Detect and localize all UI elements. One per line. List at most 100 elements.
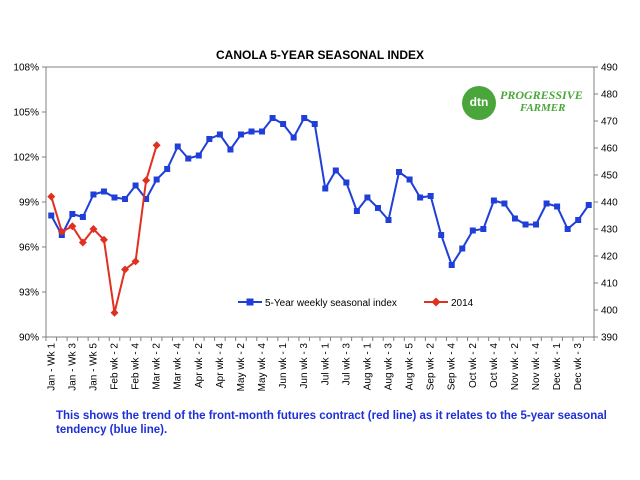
x-tick-label: Nov wk - 2 [510,343,521,391]
seasonal-index-point [111,194,118,201]
seasonal-index-point [564,226,571,232]
x-tick-label: Apr wk - 4 [215,343,226,388]
left-y-axis: 90% 93% 96% 99% 102% 105% 108% [13,63,46,344]
seasonal-index-point [343,179,350,186]
x-tick-label: Aug wk - 1 [362,343,373,391]
seasonal-index-point [554,203,561,210]
left-tick-label: 90% [19,333,39,344]
seasonal-index-point [164,166,171,172]
x-tick-label: Jun wk - 1 [278,343,289,389]
seasonal-index-point [396,169,403,175]
seasonal-index-point [448,262,455,268]
seasonal-index-point [332,167,339,174]
x-tick-label: Sep wk - 4 [447,343,458,391]
x-tick-label: Jul wk - 1 [320,343,331,386]
series-2014 [47,141,161,317]
series-2014-point [142,176,151,185]
seasonal-index-point [48,212,55,219]
series-2014-point [68,222,77,231]
seasonal-index-point [290,134,297,141]
seasonal-index-point [490,197,497,204]
x-tick-label: May wk - 2 [236,343,247,392]
chart-title: CANOLA 5-YEAR SEASONAL INDEX [216,48,424,62]
x-tick-label: May wk - 4 [257,343,268,392]
left-tick-label: 99% [19,198,39,209]
seasonal-index-point [206,136,213,142]
seasonal-index-point [459,245,466,252]
seasonal-index-point [543,200,550,207]
right-tick-label: 430 [601,225,618,236]
right-tick-label: 490 [601,63,618,74]
series-2014-point [121,265,130,274]
left-tick-label: 93% [19,288,39,299]
seasonal-index-point [480,226,487,232]
x-tick-label: Jan - Wk 5 [88,343,99,391]
right-tick-label: 480 [601,90,618,101]
seasonal-index-point [417,194,424,201]
series-2014-point [57,227,66,236]
seasonal-index-point [585,202,592,208]
seasonal-index-point [100,188,107,195]
seasonal-index-point [353,208,360,214]
seasonal-index-point [522,221,529,228]
seasonal-index-point [153,176,160,183]
seasonal-index-point [364,194,371,201]
x-tick-label: Aug wk - 3 [384,343,395,391]
dtn-badge-icon [462,86,496,120]
right-tick-label: 420 [601,252,618,263]
x-tick-label: Nov wk - 4 [531,343,542,391]
seasonal-index-point [237,131,244,138]
seasonal-index-point [227,146,234,153]
seasonal-index-point [90,191,97,198]
right-y-axis: 390 400 410 420 430 440 450 460 470 480 490 [594,63,618,344]
x-tick-label: Oct wk - 4 [489,343,500,388]
seasonal-index-point [216,131,223,138]
seasonal-index-point [533,221,540,228]
series-2014-point [110,308,119,317]
seasonal-index-point [122,196,129,202]
series-2014-point [131,257,140,266]
left-tick-label: 105% [13,108,39,119]
seasonal-index-point [469,227,476,234]
x-tick-label: Mar wk - 2 [152,343,163,390]
series-2014-point [152,141,161,150]
logo-text-line1: PROGRESSIVE [500,88,583,102]
seasonal-index-point [301,115,308,121]
seasonal-index-point [143,196,150,202]
seasonal-index-point [311,121,318,127]
series-2014-point [78,238,87,247]
series-2014-point [89,225,98,233]
seasonal-index-point [185,155,192,162]
legend-label-seasonal: 5-Year weekly seasonal index [265,298,397,309]
series-2014-point [47,192,56,201]
seasonal-index-point [385,217,392,223]
x-tick-label: Feb wk - 4 [131,343,142,390]
x-tick-label: Mar wk - 4 [173,343,184,390]
legend-marker-seasonal [246,298,254,306]
right-tick-label: 470 [601,117,618,128]
seasonal-index-point [406,176,413,183]
legend: 5-Year weekly seasonal index 2014 [238,297,474,309]
seasonal-index-point [195,152,202,159]
legend-label-2014: 2014 [451,298,474,309]
right-tick-label: 440 [601,198,618,209]
seasonal-index-point [269,115,276,121]
seasonal-index-line [50,116,590,268]
seasonal-index-point [501,200,508,207]
right-tick-label: 390 [601,333,618,344]
seasonal-index-point [132,182,139,189]
seasonal-index-point [374,205,381,211]
x-tick-label: Feb wk - 2 [110,343,121,390]
x-tick-label: Jan - Wk 1 [46,343,57,391]
seasonal-index-point [511,215,518,222]
seasonal-index-point [427,193,434,199]
seasonal-index-point [280,121,287,127]
series-2014-point [99,235,108,244]
right-tick-label: 400 [601,306,618,317]
x-tick-label: Aug wk - 5 [405,343,416,391]
seasonal-index-point [438,232,445,238]
seasonal-index-point [248,128,255,135]
x-tick-label: Apr wk - 2 [194,343,205,388]
x-tick-label: Jan - Wk 3 [67,343,78,391]
